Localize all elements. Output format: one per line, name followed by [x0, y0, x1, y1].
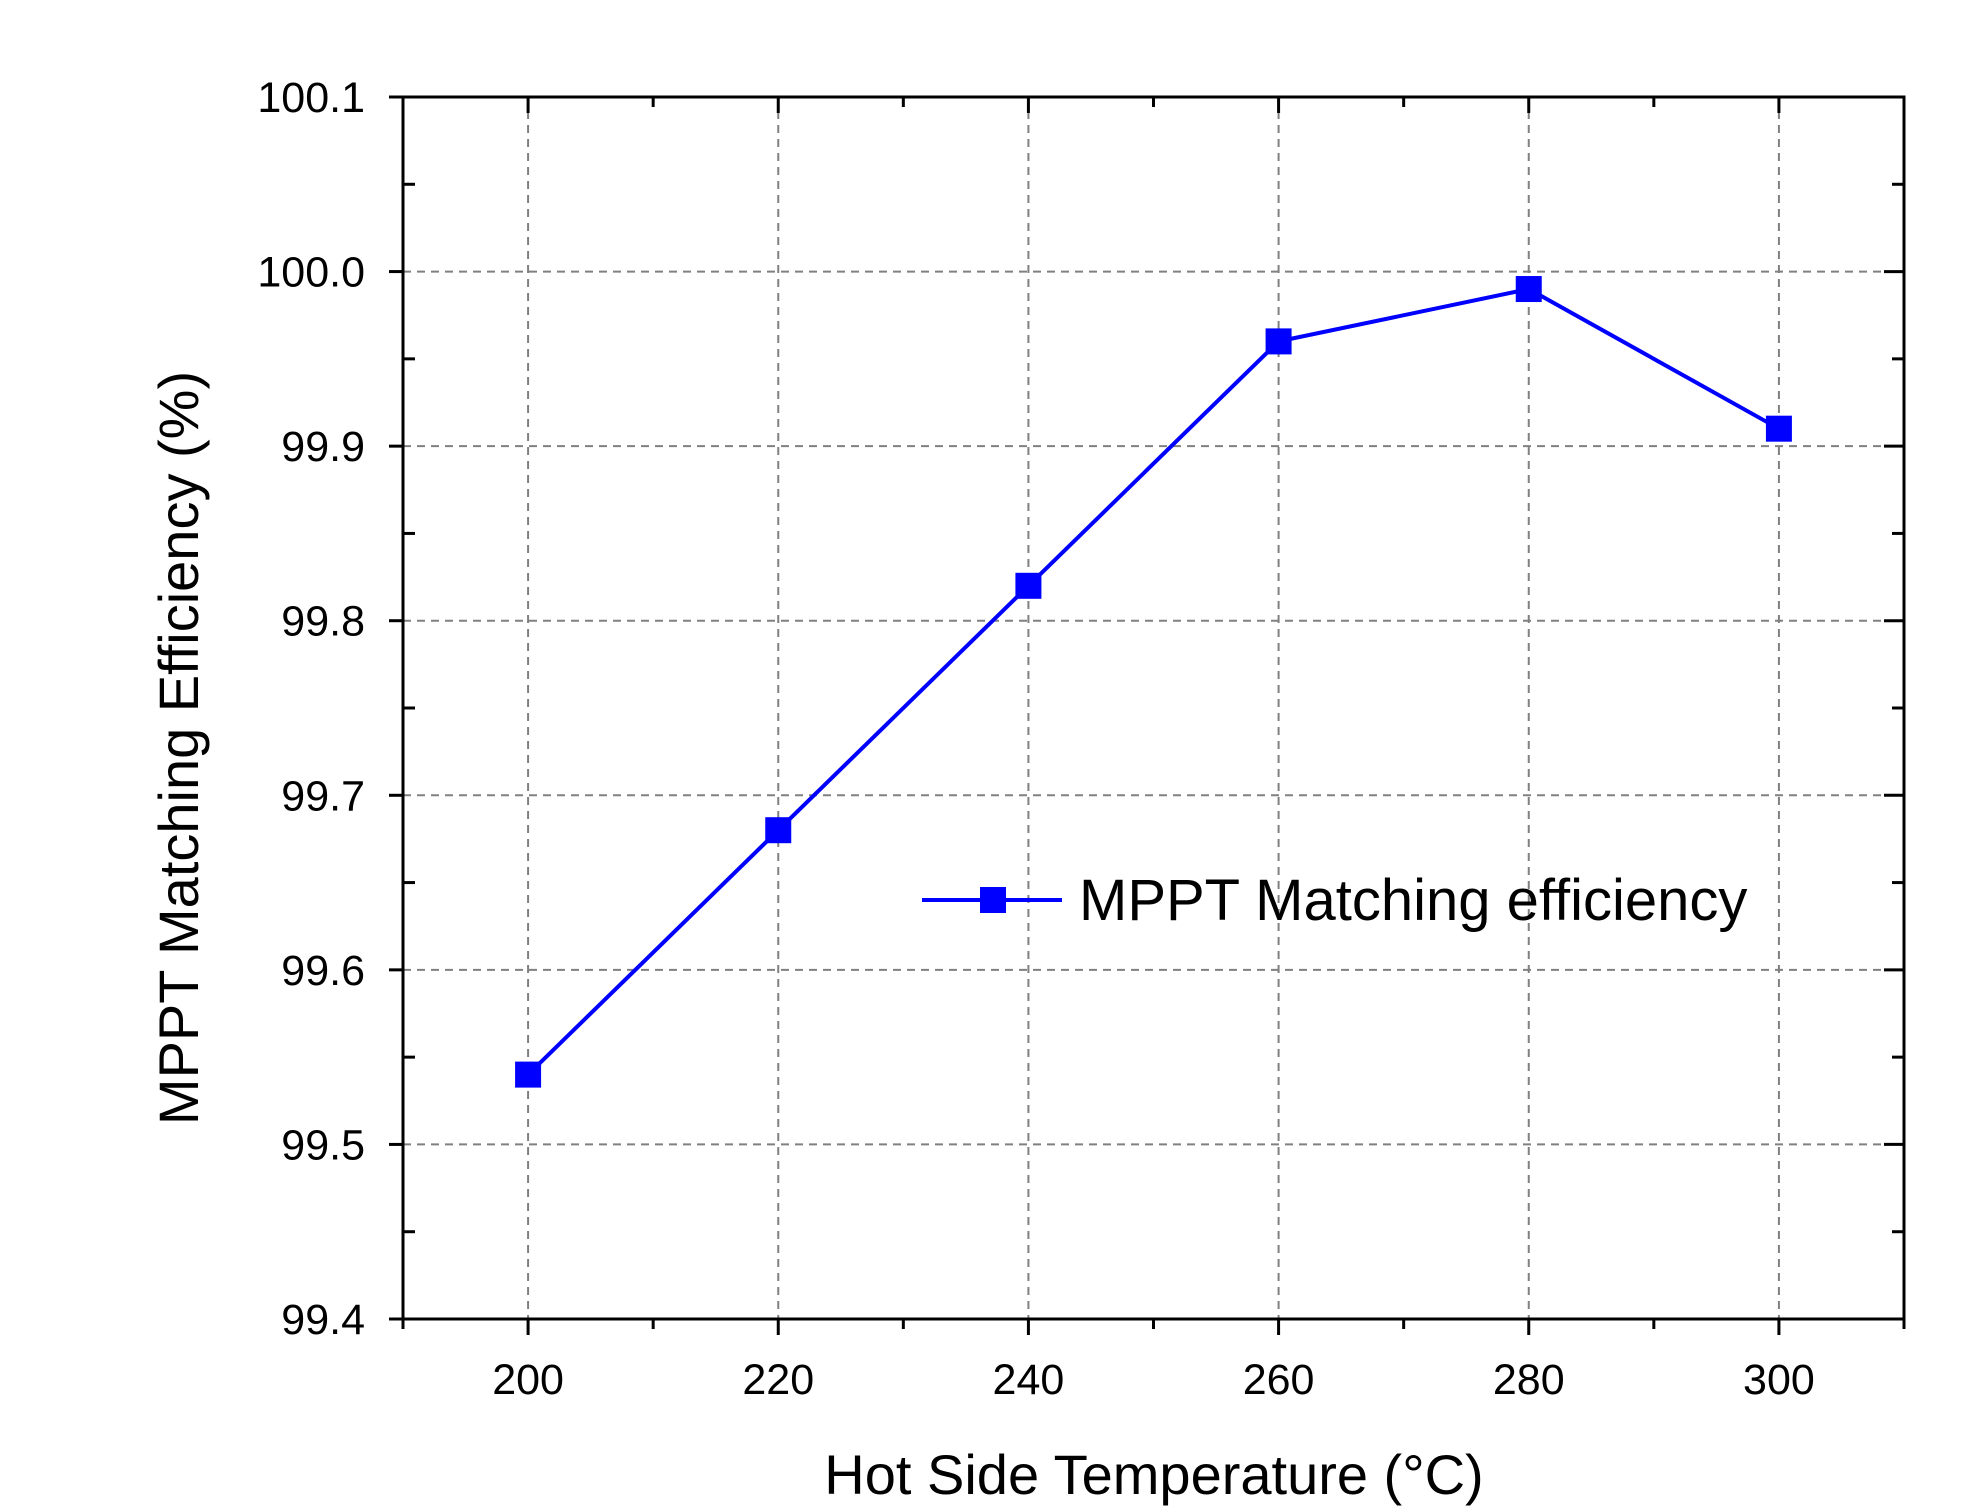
x-tick-label: 280 [1493, 1356, 1565, 1404]
y-tick-label: 99.4 [281, 1296, 365, 1344]
data-point-marker [1015, 572, 1042, 599]
legend-marker [980, 887, 1006, 913]
legend-label: MPPT Matching efficiency [1079, 868, 1747, 933]
data-point-marker [765, 817, 792, 844]
data-point-marker [1265, 328, 1292, 355]
x-tick-label: 300 [1743, 1356, 1815, 1404]
data-point-marker [1765, 415, 1792, 442]
tick-labels: 200 220 240 260 280 300 99.4 99.5 99.6 99.7 99.8 99… [257, 74, 1814, 1404]
y-tick-label: 99.5 [281, 1121, 365, 1169]
grid [403, 97, 1904, 1319]
x-tick-label: 240 [993, 1356, 1065, 1404]
y-tick-label: 99.6 [281, 947, 365, 995]
legend: MPPT Matching efficiency [922, 868, 1747, 933]
y-tick-label: 99.9 [281, 423, 365, 471]
data-point-marker [1515, 276, 1542, 303]
y-tick-label: 99.8 [281, 598, 365, 646]
x-axis-label: Hot Side Temperature (°C) [824, 1443, 1483, 1506]
data-point-marker [515, 1061, 542, 1088]
x-tick-label: 220 [742, 1356, 814, 1404]
y-axis-label: MPPT Matching Efficiency (%) [147, 371, 210, 1125]
x-tick-label: 260 [1243, 1356, 1315, 1404]
y-tick-label: 100.0 [257, 249, 365, 297]
y-tick-label: 100.1 [257, 74, 365, 122]
axis-ticks [389, 95, 1906, 1335]
x-tick-label: 200 [492, 1356, 564, 1404]
series-mppt [515, 276, 1792, 1088]
plot-frame [401, 95, 1906, 1321]
y-tick-label: 99.7 [281, 772, 365, 820]
series-line [526, 286, 1780, 1077]
